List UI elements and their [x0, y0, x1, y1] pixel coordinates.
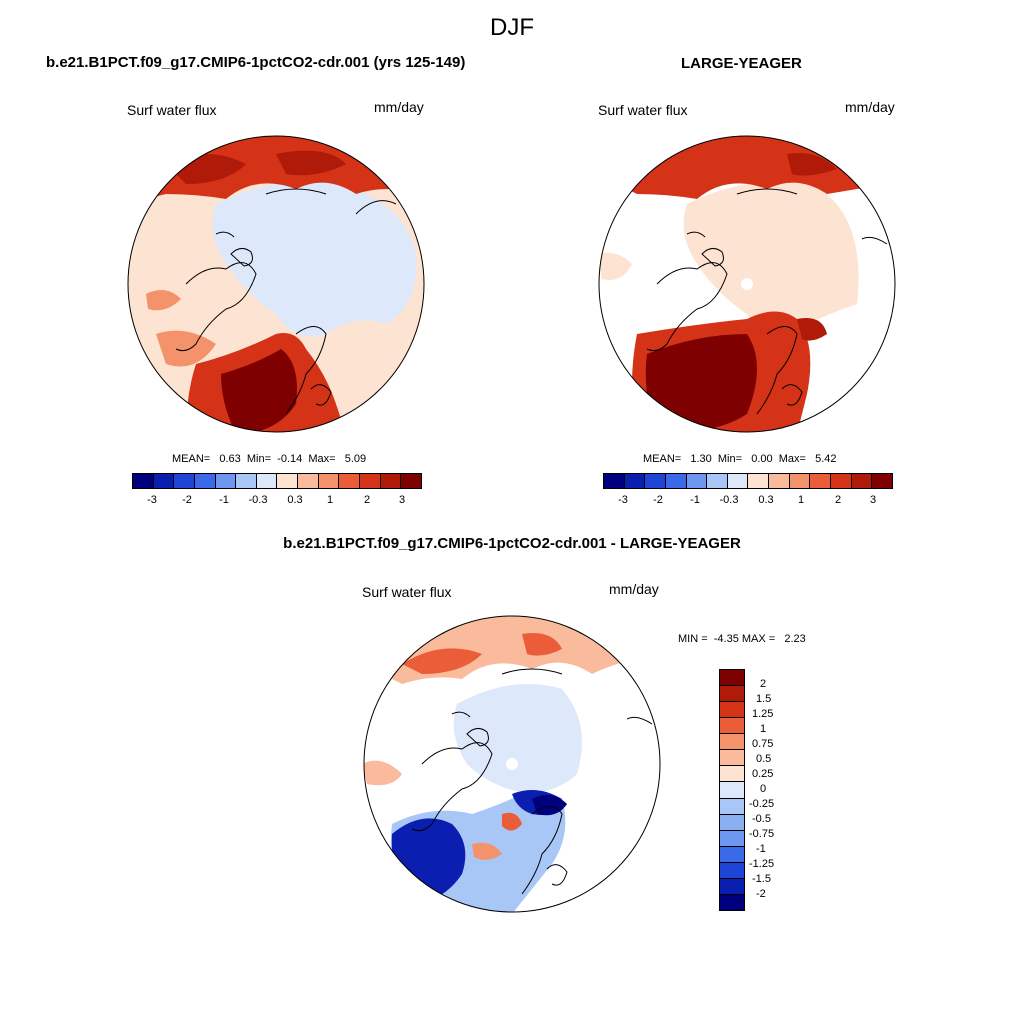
left-panel-title: b.e21.B1PCT.f09_g17.CMIP6-1pctCO2-cdr.00…: [46, 54, 466, 71]
colorbar-swatch: [851, 474, 873, 488]
colorbar-tick: 0.3: [287, 494, 303, 506]
colorbar-tick: 0.25: [752, 768, 774, 780]
colorbar-tick: -2: [182, 494, 192, 506]
colorbar-swatch: [236, 474, 257, 488]
diff-panel-title: b.e21.B1PCT.f09_g17.CMIP6-1pctCO2-cdr.00…: [283, 535, 741, 552]
colorbar-tick: -0.3: [719, 494, 739, 506]
colorbar-tick: 1: [326, 494, 334, 506]
colorbar-swatch: [298, 474, 319, 488]
right-units-label: mm/day: [845, 99, 895, 115]
colorbar-tick: 3: [869, 494, 877, 506]
colorbar-tick: -0.5: [752, 813, 771, 825]
left-colorbar: [132, 473, 422, 489]
colorbar-tick: -1.25: [749, 858, 775, 870]
diff-colorbar: [719, 669, 745, 911]
left-polar-map: [127, 135, 425, 433]
colorbar-swatch: [256, 474, 278, 488]
colorbar-swatch: [318, 474, 340, 488]
colorbar-swatch: [769, 474, 790, 488]
colorbar-tick: -0.75: [749, 828, 775, 840]
colorbar-swatch: [720, 718, 744, 735]
diff-units-label: mm/day: [609, 581, 659, 597]
colorbar-tick: -1: [219, 494, 229, 506]
colorbar-tick: -2: [756, 888, 766, 900]
colorbar-swatch: [720, 894, 744, 910]
colorbar-swatch: [194, 474, 216, 488]
colorbar-swatch: [810, 474, 832, 488]
colorbar-swatch: [720, 846, 744, 863]
colorbar-tick: -0.3: [248, 494, 268, 506]
colorbar-tick: 1: [760, 723, 767, 735]
colorbar-swatch: [215, 474, 237, 488]
colorbar-swatch: [174, 474, 195, 488]
colorbar-swatch: [133, 474, 154, 488]
colorbar-tick: 1.25: [752, 708, 774, 720]
colorbar-tick: 0: [760, 783, 767, 795]
colorbar-swatch: [360, 474, 381, 488]
colorbar-swatch: [720, 734, 744, 751]
colorbar-swatch: [339, 474, 361, 488]
colorbar-swatch: [720, 670, 744, 687]
colorbar-swatch: [720, 766, 744, 783]
colorbar-tick: -1: [690, 494, 700, 506]
diff-variable-label: Surf water flux: [362, 584, 452, 600]
colorbar-tick: -2: [653, 494, 663, 506]
colorbar-swatch: [153, 474, 175, 488]
right-polar-map: [598, 135, 896, 433]
colorbar-swatch: [277, 474, 299, 488]
page-title: DJF: [490, 14, 534, 41]
diff-polar-map: [363, 615, 661, 913]
colorbar-tick: -3: [147, 494, 157, 506]
colorbar-tick: 1.5: [756, 693, 772, 705]
colorbar-swatch: [720, 814, 744, 831]
right-variable-label: Surf water flux: [598, 102, 688, 118]
colorbar-swatch: [624, 474, 646, 488]
left-stats: MEAN= 0.63 Min= -0.14 Max= 5.09: [172, 453, 367, 465]
colorbar-swatch: [686, 474, 708, 488]
colorbar-tick: 2: [760, 678, 767, 690]
right-colorbar: [603, 473, 893, 489]
colorbar-swatch: [720, 862, 744, 879]
colorbar-tick: 2: [363, 494, 371, 506]
colorbar-swatch: [720, 686, 744, 703]
pole-marker: [741, 278, 753, 290]
colorbar-swatch: [748, 474, 770, 488]
colorbar-swatch: [645, 474, 666, 488]
colorbar-tick: 2: [834, 494, 842, 506]
left-variable-label: Surf water flux: [127, 102, 217, 118]
pole-marker: [506, 758, 518, 770]
colorbar-swatch: [720, 782, 744, 799]
colorbar-tick: -1: [756, 843, 766, 855]
left-units-label: mm/day: [374, 99, 424, 115]
colorbar-tick: 0.3: [758, 494, 774, 506]
right-stats: MEAN= 1.30 Min= 0.00 Max= 5.42: [643, 453, 837, 465]
colorbar-swatch: [707, 474, 728, 488]
colorbar-tick: 1: [797, 494, 805, 506]
colorbar-swatch: [665, 474, 687, 488]
colorbar-swatch: [380, 474, 402, 488]
colorbar-tick: -3: [618, 494, 628, 506]
colorbar-tick: 0.75: [752, 738, 774, 750]
colorbar-swatch: [872, 474, 892, 488]
colorbar-swatch: [604, 474, 625, 488]
colorbar-swatch: [720, 750, 744, 767]
colorbar-tick: -0.25: [749, 798, 775, 810]
colorbar-swatch: [789, 474, 811, 488]
colorbar-tick: 0.5: [756, 753, 772, 765]
colorbar-swatch: [831, 474, 852, 488]
colorbar-swatch: [720, 702, 744, 719]
diff-stats: MIN = -4.35 MAX = 2.23: [678, 633, 806, 645]
colorbar-swatch: [727, 474, 749, 488]
right-panel-title: LARGE-YEAGER: [681, 55, 802, 72]
colorbar-swatch: [720, 878, 744, 895]
colorbar-swatch: [720, 798, 744, 815]
colorbar-swatch: [720, 830, 744, 847]
colorbar-swatch: [401, 474, 421, 488]
colorbar-tick: -1.5: [752, 873, 771, 885]
colorbar-tick: 3: [398, 494, 406, 506]
